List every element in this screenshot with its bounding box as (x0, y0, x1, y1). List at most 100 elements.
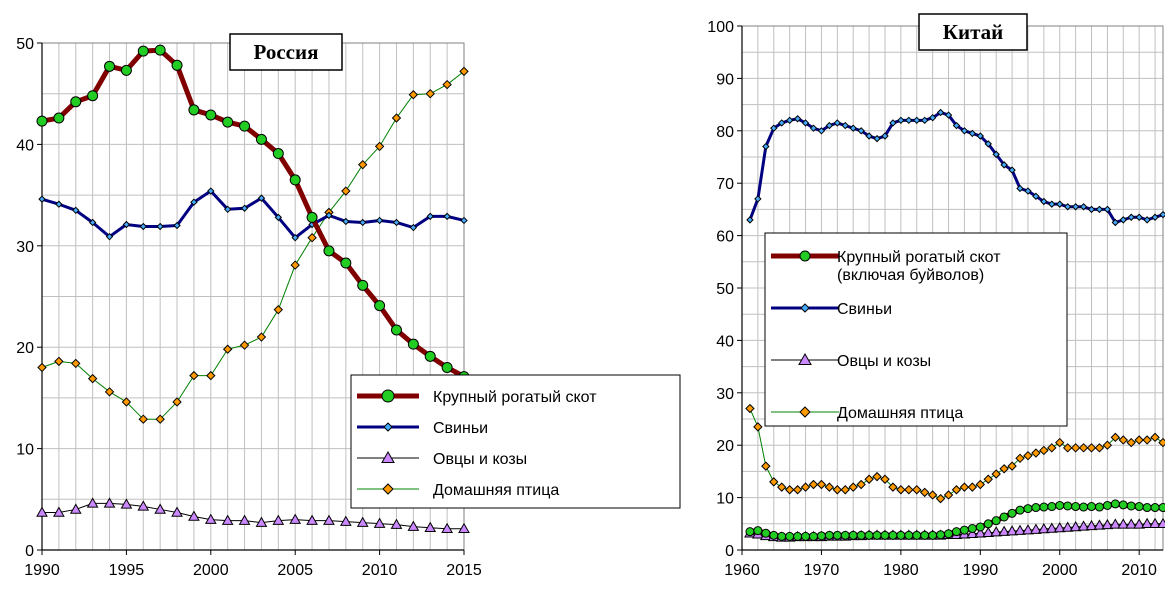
legend-swatch-marker (383, 422, 393, 432)
legend-label-line: Домашняя птица (837, 405, 963, 422)
y-tick-label: 20 (716, 438, 734, 455)
data-point (952, 121, 961, 130)
data-point (460, 216, 468, 225)
data-point (36, 506, 48, 517)
data-point (864, 474, 874, 484)
data-point (222, 344, 233, 354)
data-point (442, 79, 452, 90)
data-point (1023, 504, 1033, 514)
data-point (340, 257, 352, 269)
data-point (785, 531, 795, 541)
x-tick-label: 1990 (24, 562, 60, 579)
legend-label-line: (включая буйволов) (837, 267, 984, 284)
data-point (888, 530, 898, 540)
data-point (307, 232, 317, 243)
legend-russia: Крупный рогатый скот Свиньи Овцы и козы Дом… (350, 374, 681, 509)
data-point (1056, 200, 1064, 208)
legend-label: Овцы и козы (837, 353, 931, 370)
data-point (104, 387, 115, 397)
data-point (103, 497, 116, 508)
series-2-russia (38, 187, 468, 242)
data-point (801, 119, 810, 127)
data-point (1022, 524, 1034, 535)
legend-swatch-marker (382, 483, 394, 495)
data-point (1127, 213, 1135, 221)
data-point (171, 506, 183, 517)
data-point (967, 524, 977, 534)
data-point (753, 422, 763, 432)
data-point (951, 485, 962, 495)
data-point (928, 530, 938, 540)
data-point (1158, 437, 1165, 448)
data-point (928, 113, 937, 122)
y-tick-label: 80 (716, 124, 734, 141)
data-point (205, 109, 217, 121)
data-point (120, 498, 133, 509)
data-point (881, 132, 889, 140)
data-point (769, 530, 779, 540)
data-point (784, 485, 795, 495)
data-point (896, 485, 906, 495)
data-point (373, 517, 386, 528)
data-point (849, 124, 857, 132)
data-point (927, 490, 938, 500)
y-tick-label: 60 (716, 229, 734, 246)
data-point (968, 129, 977, 138)
data-point (872, 471, 882, 482)
series-4-china (745, 403, 1165, 504)
legend-label-line: Свиньи (433, 420, 488, 437)
data-point (1119, 216, 1127, 224)
y-tick-label: 90 (716, 71, 734, 88)
data-point (1039, 445, 1049, 456)
data-point (441, 361, 453, 373)
data-point (1135, 213, 1143, 221)
data-point (409, 223, 418, 232)
series-4-russia (37, 66, 469, 424)
data-point (274, 213, 283, 222)
data-point (1094, 443, 1105, 453)
data-point (943, 490, 954, 500)
x-tick-label: 1995 (109, 562, 145, 579)
data-point (912, 530, 922, 540)
data-point (935, 493, 946, 504)
data-point (761, 461, 771, 471)
y-tick-label: 100 (707, 19, 734, 36)
data-point (104, 60, 116, 72)
data-point (856, 479, 866, 490)
data-point (905, 116, 913, 125)
data-point (816, 479, 827, 490)
legend-box (764, 232, 1068, 427)
data-point (800, 482, 811, 492)
data-point (1159, 210, 1165, 219)
data-point (325, 211, 333, 220)
data-point (53, 112, 65, 124)
data-point (86, 497, 99, 508)
y-tick-label: 30 (16, 239, 34, 256)
data-point (408, 90, 419, 100)
chart-title: Китай (943, 20, 1004, 44)
legend-swatch-marker (381, 389, 395, 403)
data-point (1008, 166, 1016, 174)
data-point (1000, 161, 1008, 169)
data-point (1118, 435, 1128, 445)
data-point (1117, 518, 1130, 529)
data-point (1062, 443, 1073, 453)
data-point (848, 482, 858, 492)
data-point (137, 45, 149, 57)
legend-label: Свиньи (433, 420, 488, 437)
data-point (913, 116, 921, 125)
data-point (897, 116, 905, 125)
data-point (1110, 432, 1121, 443)
data-point (1134, 502, 1144, 512)
data-point (1085, 519, 1098, 531)
data-point (865, 132, 873, 140)
legend-label: Овцы и козы (433, 451, 527, 468)
data-point (424, 350, 436, 362)
data-point (1040, 197, 1048, 206)
data-point (255, 133, 267, 145)
data-point (975, 479, 986, 490)
data-point (138, 414, 148, 424)
data-point (206, 370, 216, 381)
data-point (156, 222, 164, 231)
data-point (983, 474, 993, 484)
